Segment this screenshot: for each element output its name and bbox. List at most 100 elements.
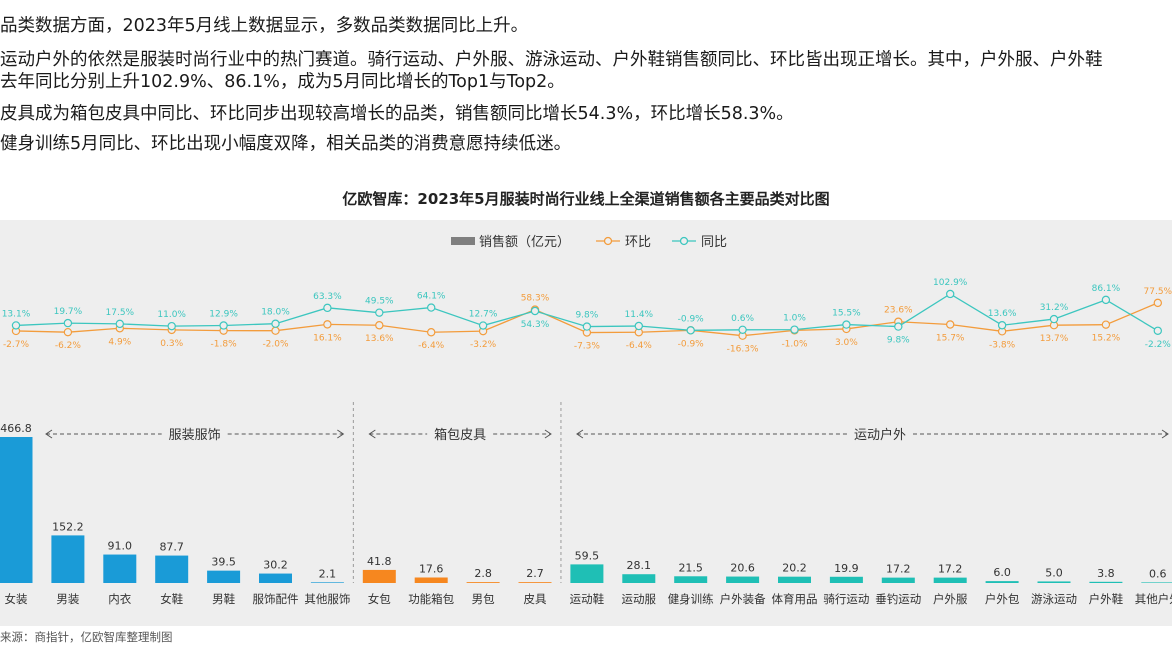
category-label: 户外服 xyxy=(933,592,968,606)
bar-女包 xyxy=(362,569,396,583)
mom-data-label: 3.0% xyxy=(835,338,858,348)
legend-yoy-marker xyxy=(679,236,689,246)
bar-value-label: 152.2 xyxy=(52,520,84,533)
category-label: 骑行运动 xyxy=(823,592,869,606)
mom-point-其他户外 xyxy=(1153,298,1163,308)
bar-女鞋 xyxy=(155,555,189,583)
bar-value-label: 2.8 xyxy=(474,567,492,580)
yoy-point-服饰配件 xyxy=(271,319,280,328)
mom-data-label: -6.4% xyxy=(626,341,653,351)
yoy-point-运动服 xyxy=(634,321,644,331)
category-label: 男包 xyxy=(472,592,495,606)
bar-服饰配件 xyxy=(259,573,292,583)
yoy-point-男包 xyxy=(478,321,488,330)
mom-point-户外鞋 xyxy=(1101,320,1111,329)
yoy-data-label: 31.2% xyxy=(1040,303,1069,313)
category-label: 户外装备 xyxy=(720,592,766,606)
yoy-data-label: 9.8% xyxy=(575,311,598,321)
bar-体育用品 xyxy=(778,576,811,583)
yoy-point-男装 xyxy=(63,318,73,328)
paragraph-3: 去年同比分别上升102.9%、86.1%，成为5月同比增长的Top1与Top2。 xyxy=(0,72,565,92)
yoy-data-label: 54.3% xyxy=(521,320,550,330)
mom-data-label: -0.9% xyxy=(678,339,705,349)
bar-垂钓运动 xyxy=(881,577,915,583)
category-label: 内衣 xyxy=(108,592,131,606)
group-arrowhead-left xyxy=(45,429,53,439)
category-label: 游泳运动 xyxy=(1031,592,1077,606)
bar-value-label: 2.1 xyxy=(319,567,337,580)
bar-其他服饰 xyxy=(310,582,344,583)
yoy-point-女装 xyxy=(11,321,21,330)
bar-value-label: 17.2 xyxy=(938,563,963,576)
bar-男包 xyxy=(466,582,500,583)
category-label: 户外包 xyxy=(985,592,1020,606)
yoy-point-其他服饰 xyxy=(323,303,332,313)
mom-data-label: -1.0% xyxy=(781,339,808,349)
mom-data-label: -1.8% xyxy=(211,340,238,350)
bar-value-label: 17.6 xyxy=(419,562,444,575)
legend-mom-marker xyxy=(603,236,613,246)
legend-label-yoy: 同比 xyxy=(701,235,727,250)
paragraph-1: 品类数据方面，2023年5月线上数据显示，多数品类数据同比上升。 xyxy=(0,16,529,36)
bar-男装 xyxy=(51,535,85,583)
mom-data-label: 16.1% xyxy=(313,333,342,343)
mom-data-label: -2.7% xyxy=(3,340,30,350)
category-label: 女包 xyxy=(368,592,391,606)
category-label: 其他户外 xyxy=(1135,592,1172,606)
mom-point-女包 xyxy=(375,321,384,330)
bar-皮具 xyxy=(518,582,552,583)
category-label: 女装 xyxy=(5,592,28,606)
yoy-data-label: 86.1% xyxy=(1092,284,1121,294)
mom-point-户外服 xyxy=(946,320,955,329)
yoy-data-label: 63.3% xyxy=(313,292,342,302)
yoy-data-label: 0.6% xyxy=(731,314,754,324)
yoy-point-游泳运动 xyxy=(1049,314,1059,324)
bar-value-label: 20.2 xyxy=(782,562,807,575)
bar-value-label: 39.5 xyxy=(211,556,236,569)
yoy-point-户外装备 xyxy=(738,325,747,334)
yoy-point-其他户外 xyxy=(1153,326,1163,335)
mom-data-label: 13.7% xyxy=(1040,334,1069,344)
yoy-data-label: 17.5% xyxy=(106,308,135,318)
bar-value-label: 6.0 xyxy=(993,566,1011,579)
bar-户外装备 xyxy=(726,576,760,583)
bar-其他户外 xyxy=(1141,582,1172,583)
group-arrowhead-left xyxy=(576,429,584,439)
category-label: 男装 xyxy=(56,592,79,606)
yoy-point-健身训练 xyxy=(686,326,695,335)
category-label: 女鞋 xyxy=(160,592,183,606)
mom-data-label: -3.2% xyxy=(470,340,497,350)
paragraph-4: 皮具成为箱包皮具中同比、环比同步出现较高增长的品类，销售额同比增长54.3%，环… xyxy=(0,104,794,124)
yoy-data-label: 13.6% xyxy=(988,309,1017,319)
bar-value-label: 19.9 xyxy=(834,562,859,575)
mom-data-label: -7.3% xyxy=(574,342,601,352)
category-label: 运动鞋 xyxy=(570,592,605,606)
mom-point-功能箱包 xyxy=(427,328,436,337)
bar-女装 xyxy=(0,437,33,583)
category-label: 皮具 xyxy=(524,592,547,606)
bar-户外服 xyxy=(933,577,967,583)
category-label: 健身训练 xyxy=(668,592,714,606)
group-label: 运动户外 xyxy=(854,427,906,443)
yoy-point-垂钓运动 xyxy=(894,322,903,331)
mom-data-label: 15.7% xyxy=(936,334,965,344)
yoy-data-label: 15.5% xyxy=(832,309,861,319)
yoy-data-label: 18.0% xyxy=(261,308,290,318)
yoy-point-骑行运动 xyxy=(842,320,851,329)
yoy-point-皮具 xyxy=(530,306,540,316)
yoy-data-label: 9.8% xyxy=(887,336,910,346)
mom-data-label: 13.6% xyxy=(365,334,394,344)
category-label: 男鞋 xyxy=(212,592,235,606)
group-label: 箱包皮具 xyxy=(434,427,486,443)
mom-data-label: 23.6% xyxy=(884,306,913,316)
paragraph-2: 运动户外的依然是服装时尚行业中的热门赛道。骑行运动、户外服、游泳运动、户外鞋销售… xyxy=(0,50,1103,70)
mom-data-label: 0.3% xyxy=(160,339,183,349)
bar-value-label: 3.8 xyxy=(1097,567,1115,580)
yoy-point-女鞋 xyxy=(167,321,176,331)
yoy-point-户外鞋 xyxy=(1101,295,1111,305)
group-arrowhead-right xyxy=(337,429,345,439)
mom-data-label: 4.9% xyxy=(108,337,131,347)
yoy-data-label: 11.0% xyxy=(157,310,186,320)
bar-value-label: 91.0 xyxy=(108,540,133,553)
yoy-point-男鞋 xyxy=(219,321,228,330)
